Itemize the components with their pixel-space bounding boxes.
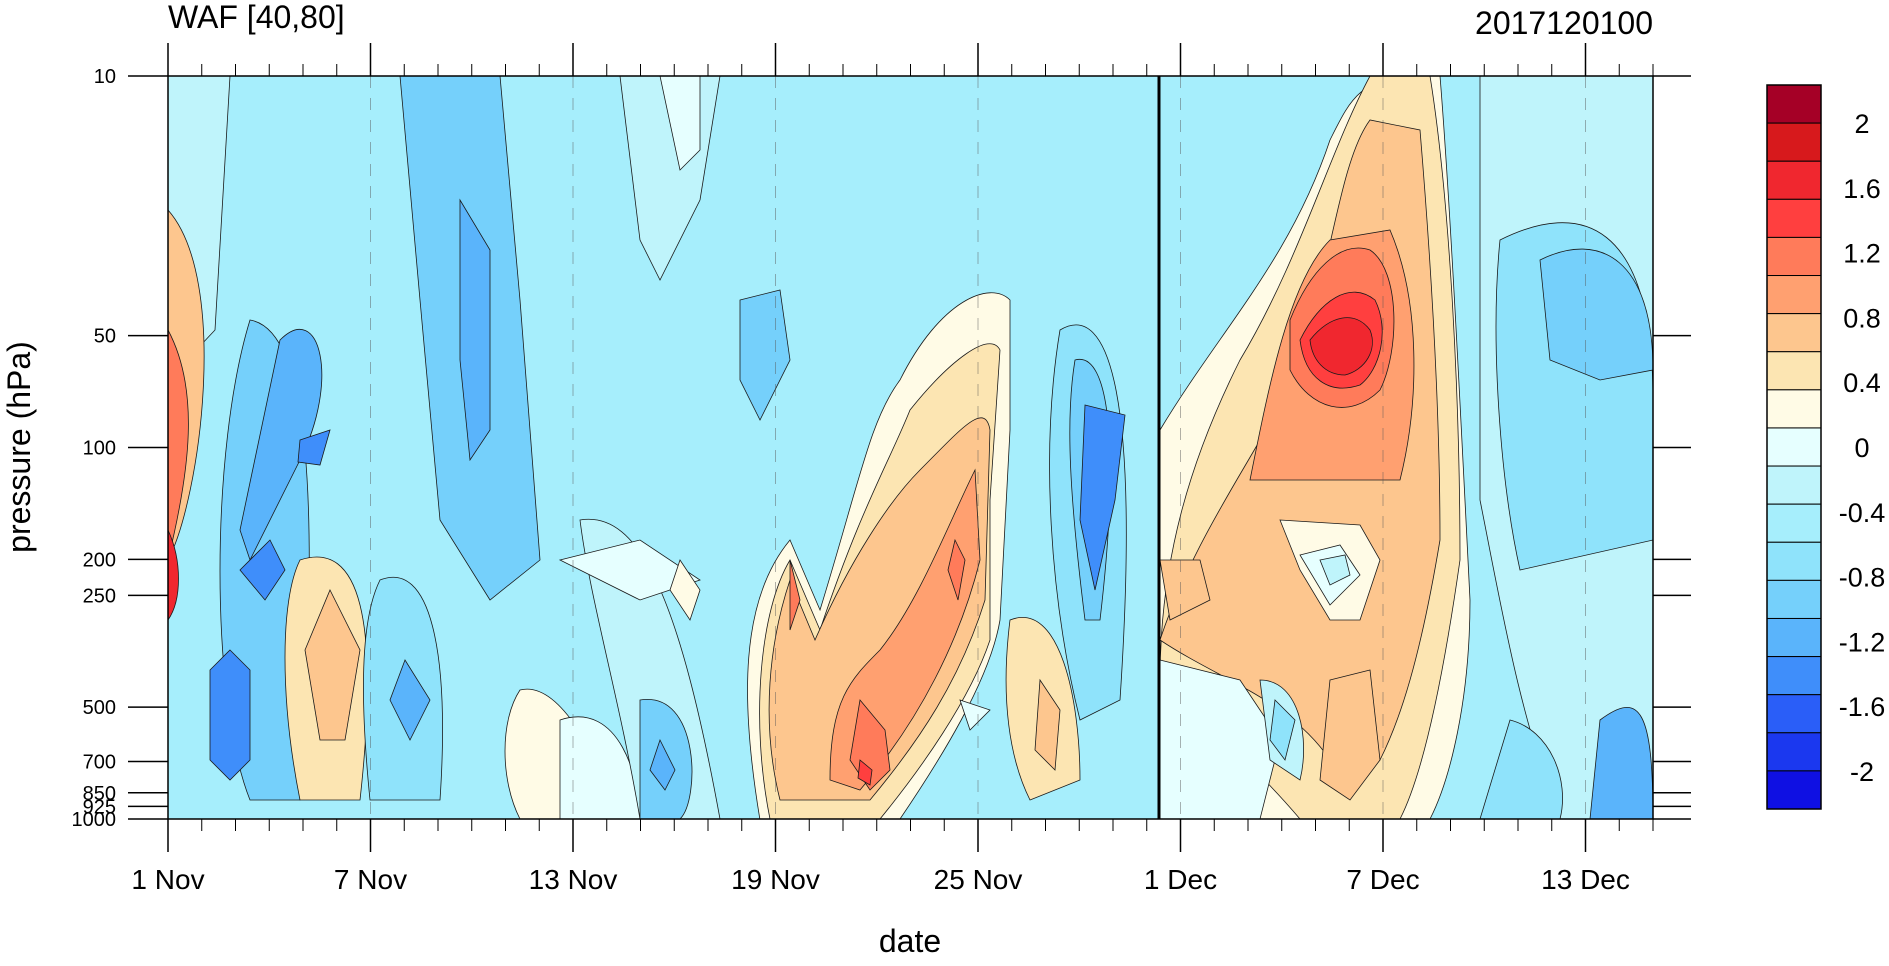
colorbar-segment xyxy=(1766,427,1822,467)
y-tick-label: 10 xyxy=(94,66,116,88)
field-region xyxy=(659,76,701,171)
field-region xyxy=(209,649,251,781)
field-region xyxy=(239,539,286,601)
y-tick-label: 850 xyxy=(83,783,116,805)
colorbar-segment xyxy=(1766,503,1822,543)
colorbar-segment xyxy=(1766,351,1822,391)
field-region xyxy=(558,539,701,601)
colorbar-segment xyxy=(1766,313,1822,353)
field-region xyxy=(789,559,801,631)
colorbar-segment xyxy=(1766,465,1822,505)
y-tick-label: 200 xyxy=(83,549,116,571)
y-tick-label: 1000 xyxy=(72,809,117,831)
axes: 1 Nov 7 Nov 13 Nov 19 Nov 25 Nov 1 Dec 7 Dec 13… xyxy=(72,43,1691,895)
y-tick-label: 50 xyxy=(94,326,116,348)
x-tick-label: 1 Dec xyxy=(1144,864,1217,895)
colorbar-segment xyxy=(1766,770,1822,810)
colorbar-label: 0.4 xyxy=(1843,368,1881,398)
colorbar-segment xyxy=(1766,694,1822,734)
colorbar-segment xyxy=(1766,656,1822,696)
colorbar-frame xyxy=(1766,84,1822,810)
x-tick-label: 25 Nov xyxy=(934,864,1023,895)
colorbar-label: -0.8 xyxy=(1839,563,1886,593)
field-region xyxy=(1034,678,1061,771)
field-region xyxy=(768,417,991,801)
colorbar-segment xyxy=(1766,275,1822,315)
y-tick-label: 925 xyxy=(83,796,116,818)
colorbar-label: 0.8 xyxy=(1843,303,1881,333)
field-region xyxy=(1309,317,1373,376)
title-right: 2017120100 xyxy=(1475,5,1653,41)
field-region xyxy=(649,738,676,791)
colorbar-segment xyxy=(1766,236,1822,277)
field-region xyxy=(304,589,361,741)
field-region xyxy=(669,559,701,621)
field-region xyxy=(1319,554,1351,586)
colorbar-segment xyxy=(1766,579,1822,619)
x-tick-label: 19 Nov xyxy=(731,864,820,895)
colorbar-segment xyxy=(1766,84,1822,124)
colorbar-segment xyxy=(1766,198,1822,238)
field-region xyxy=(947,538,966,601)
field-region xyxy=(389,659,431,741)
colorbar-label: 0 xyxy=(1854,433,1869,463)
field-region xyxy=(739,289,791,421)
field-region xyxy=(1159,559,1211,621)
field-region xyxy=(959,699,991,731)
colorbar-label: 2 xyxy=(1854,109,1869,139)
field-region xyxy=(1269,699,1296,761)
heatmap-field xyxy=(168,76,1653,819)
colorbar-label: 1.2 xyxy=(1843,239,1881,269)
colorbar-segment xyxy=(1766,160,1822,200)
x-tick-label: 13 Nov xyxy=(529,864,618,895)
y-tick-label: 500 xyxy=(83,697,116,719)
colorbar-label: -2 xyxy=(1850,757,1874,787)
colorbar-segment xyxy=(1766,122,1822,162)
x-tick-label: 7 Nov xyxy=(334,864,407,895)
colorbar-label: 1.6 xyxy=(1843,174,1881,204)
field-region xyxy=(1589,707,1653,819)
field-region xyxy=(297,429,331,466)
colorbar-segment xyxy=(1766,617,1822,658)
colorbar-segment xyxy=(1766,732,1822,772)
field-region xyxy=(857,759,873,786)
x-axis-label: date xyxy=(879,923,941,959)
x-tick-label: 1 Nov xyxy=(131,864,204,895)
colorbar: 2 1.6 1.2 0.8 0.4 0 -0.4 -0.8 -1.2 -1.6 -2 xyxy=(1766,84,1886,810)
y-tick-label: 250 xyxy=(83,585,116,607)
colorbar-segment xyxy=(1766,541,1822,581)
field-region xyxy=(1079,404,1126,591)
colorbar-label: -0.4 xyxy=(1839,498,1886,528)
title-left: WAF [40,80] xyxy=(168,0,345,35)
grid xyxy=(370,76,1586,819)
x-tick-label: 13 Dec xyxy=(1541,864,1630,895)
field-region xyxy=(459,198,491,462)
colorbar-label: -1.2 xyxy=(1839,627,1886,657)
y-tick-label: 700 xyxy=(83,751,116,773)
x-tick-label: 7 Dec xyxy=(1346,864,1419,895)
y-axis-label: pressure (hPa) xyxy=(1,341,37,553)
field-region xyxy=(1319,669,1381,801)
y-tick-label: 100 xyxy=(83,438,116,460)
colorbar-segment xyxy=(1766,389,1822,429)
colorbar-label: -1.6 xyxy=(1839,692,1886,722)
